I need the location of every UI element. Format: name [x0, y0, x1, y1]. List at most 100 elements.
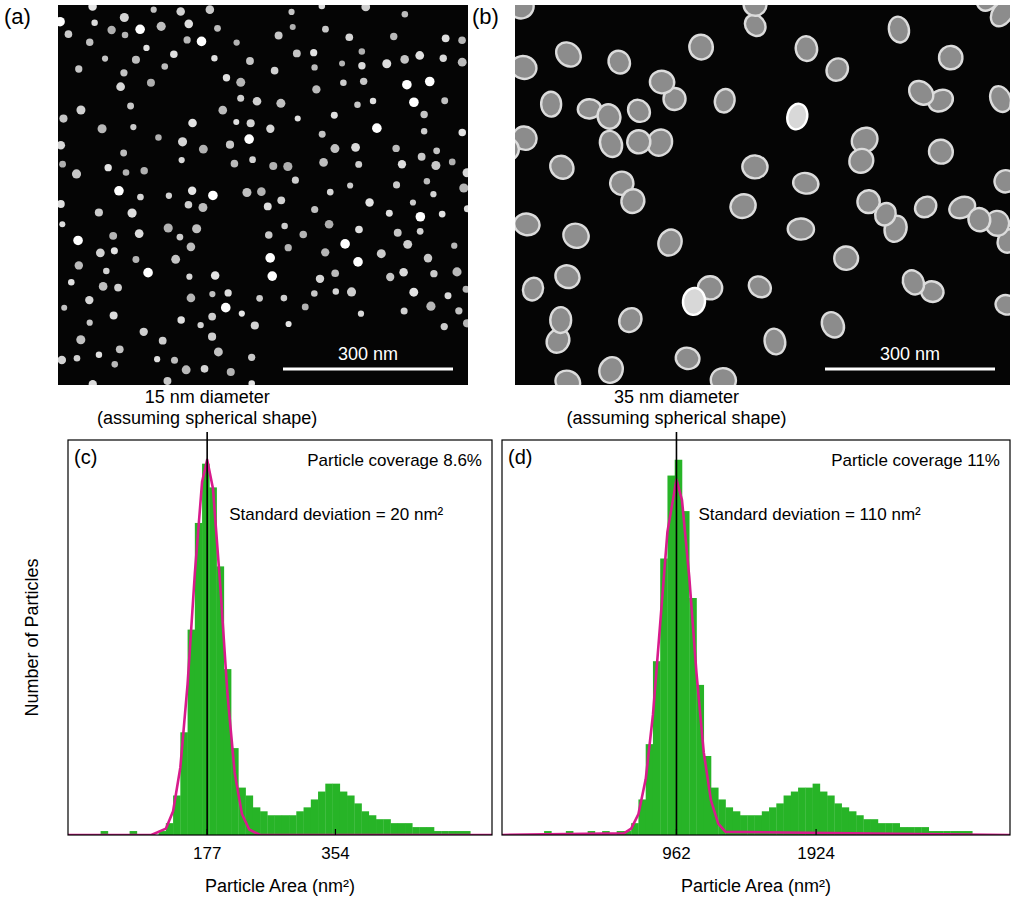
particle — [402, 80, 412, 90]
particle — [445, 292, 452, 299]
particle — [655, 226, 686, 259]
plot-frame — [502, 440, 1010, 835]
image-background — [58, 5, 468, 385]
particle — [265, 231, 273, 239]
particle — [515, 5, 537, 22]
particle — [991, 167, 1010, 196]
particle — [319, 131, 326, 138]
particle — [201, 365, 209, 373]
image-background — [515, 5, 1010, 385]
particle — [75, 65, 82, 72]
particle — [401, 308, 408, 315]
particle — [347, 287, 356, 296]
particle — [65, 30, 73, 38]
particle — [458, 36, 466, 44]
histogram-bar — [354, 803, 362, 835]
particle — [159, 337, 167, 345]
particle — [120, 69, 127, 76]
particle — [236, 78, 245, 87]
particle — [398, 160, 406, 168]
particle — [459, 183, 468, 192]
histogram-bar — [376, 819, 384, 835]
particle — [91, 20, 97, 26]
particle — [372, 123, 382, 133]
particle — [596, 128, 625, 160]
particle — [281, 295, 288, 302]
particle — [416, 212, 426, 222]
particle — [440, 55, 447, 62]
particle — [184, 20, 193, 29]
particle — [605, 47, 634, 77]
particle — [455, 307, 462, 314]
particle — [221, 303, 231, 313]
particle — [102, 55, 108, 61]
particle — [559, 219, 593, 252]
particle — [449, 159, 456, 166]
particle — [452, 267, 461, 276]
particle — [103, 268, 110, 275]
particle — [311, 206, 318, 213]
particle — [899, 267, 928, 299]
particle — [822, 54, 852, 85]
histogram-bar — [267, 815, 275, 835]
particle — [170, 50, 178, 58]
particle — [377, 249, 386, 258]
particle — [312, 85, 320, 93]
particle — [135, 24, 145, 34]
annotation-text: 15 nm diameter — [145, 387, 270, 407]
particle — [211, 271, 220, 280]
particle — [934, 41, 967, 74]
particle — [319, 158, 328, 167]
particle — [358, 311, 364, 317]
particle — [58, 356, 66, 364]
particle — [360, 78, 367, 85]
particle — [331, 269, 339, 277]
particle — [111, 361, 118, 368]
particle — [178, 137, 187, 146]
particle — [286, 321, 292, 327]
particle — [74, 355, 81, 362]
particle — [420, 111, 427, 118]
particle — [231, 160, 239, 168]
particle — [325, 220, 334, 229]
particle — [233, 39, 239, 45]
histogram-bar — [820, 792, 828, 835]
particle — [247, 119, 255, 127]
particle — [184, 36, 191, 43]
particle — [682, 287, 707, 316]
particle — [59, 221, 65, 227]
particle — [58, 141, 65, 150]
histogram-bar — [282, 815, 290, 835]
particle — [88, 5, 96, 11]
particle — [520, 275, 546, 303]
particle — [904, 76, 938, 110]
particle — [187, 294, 196, 303]
particle — [267, 271, 277, 281]
histogram-bar — [289, 815, 297, 835]
particle — [59, 115, 67, 123]
histogram-bar — [849, 811, 857, 835]
panel-label: (a) — [4, 4, 31, 29]
particle — [265, 253, 275, 263]
fit-curve — [502, 480, 1010, 836]
particle — [794, 35, 819, 62]
panel-label: (c) — [74, 446, 97, 468]
particle — [59, 161, 66, 168]
histogram-bar — [311, 799, 319, 835]
particle — [594, 101, 624, 133]
particle — [463, 286, 468, 293]
coverage-label: Particle coverage 8.6% — [307, 451, 482, 470]
particle — [223, 74, 230, 81]
histogram-bar — [318, 792, 326, 835]
particle — [140, 167, 147, 174]
particle — [199, 145, 208, 154]
particle — [552, 367, 584, 385]
particle — [430, 270, 437, 277]
particle — [171, 357, 178, 364]
particle — [239, 310, 245, 316]
particle — [76, 106, 85, 115]
particle — [86, 38, 93, 45]
particle — [155, 134, 161, 140]
particle — [185, 201, 193, 209]
particle — [218, 106, 227, 115]
